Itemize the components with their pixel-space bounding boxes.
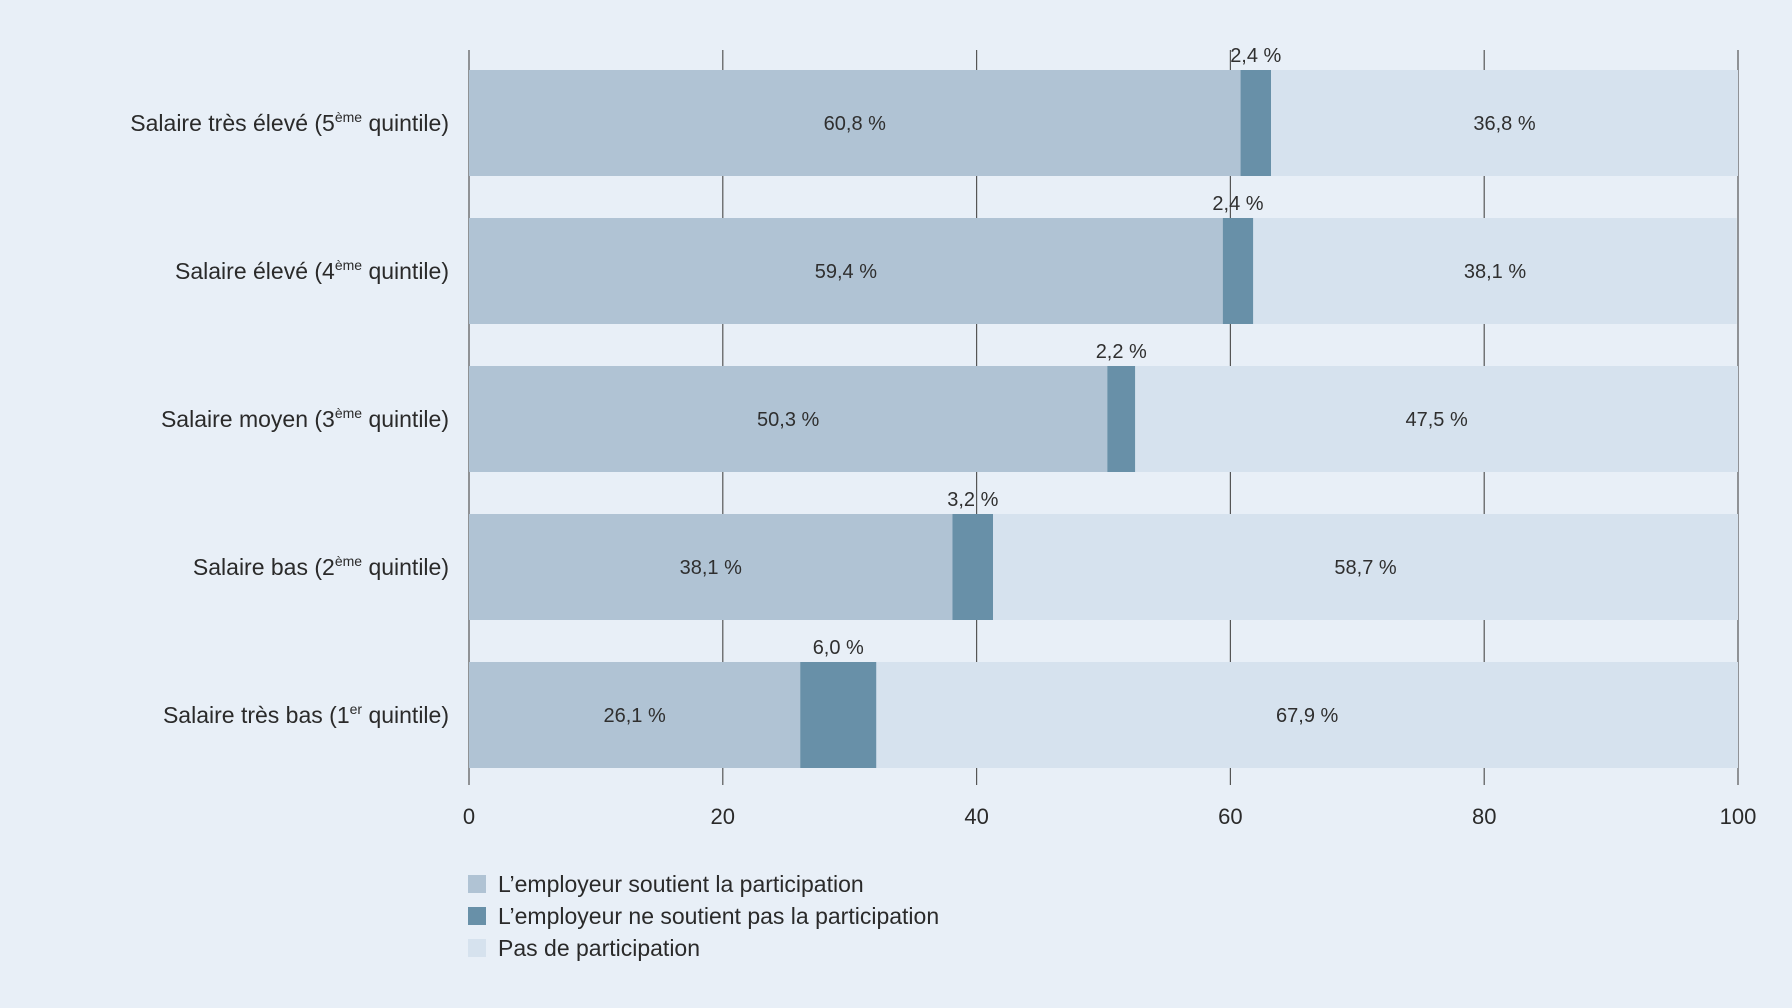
legend-swatch-3: [468, 939, 486, 957]
x-tick-label-60: 60: [1218, 804, 1242, 829]
x-tick-label-40: 40: [964, 804, 988, 829]
bar-3-series-1: [469, 366, 1108, 472]
data-label-4-series-2: 3,2 %: [947, 489, 998, 511]
x-tick-label-80: 80: [1472, 804, 1496, 829]
bar-3-series-2: [1107, 366, 1136, 472]
x-axis: 0 20 40 60 80 100: [463, 804, 1756, 829]
data-label-5-series-2: 6,0 %: [813, 637, 864, 659]
data-label-1-series-3: 36,8 %: [1473, 113, 1535, 135]
category-label-3: Salaire moyen (3ème quintile): [161, 405, 449, 432]
data-label-5-series-1: 26,1 %: [603, 705, 665, 727]
data-label-4-series-3: 58,7 %: [1334, 557, 1396, 579]
data-label-2-series-3: 38,1 %: [1464, 261, 1526, 283]
bar-layer: [469, 70, 1738, 768]
x-tick-label-100: 100: [1720, 804, 1757, 829]
bar-2-series-1: [469, 218, 1223, 324]
category-label-5: Salaire très bas (1er quintile): [163, 701, 449, 728]
data-label-3-series-1: 50,3 %: [757, 409, 819, 431]
bar-4-series-1: [469, 514, 953, 620]
bar-2-series-3: [1253, 218, 1737, 324]
legend-label-1: L’employeur soutient la participation: [498, 871, 864, 897]
data-label-5-series-3: 67,9 %: [1276, 705, 1338, 727]
category-label-4: Salaire bas (2ème quintile): [193, 553, 449, 580]
data-label-3-series-3: 47,5 %: [1405, 409, 1467, 431]
legend: L’employeur soutient la participation L’e…: [468, 871, 939, 961]
legend-label-2: L’employeur ne soutient pas la participa…: [498, 903, 939, 929]
data-label-2-series-1: 59,4 %: [815, 261, 877, 283]
data-label-1-series-1: 60,8 %: [824, 113, 886, 135]
bar-4-series-3: [993, 514, 1738, 620]
bar-4-series-2: [952, 514, 994, 620]
legend-label-3: Pas de participation: [498, 935, 700, 961]
legend-swatch-1: [468, 875, 486, 893]
data-label-4-series-1: 38,1 %: [680, 557, 742, 579]
bar-5-series-1: [469, 662, 801, 768]
bar-1-series-3: [1271, 70, 1738, 176]
data-label-1-series-2: 2,4 %: [1230, 45, 1281, 67]
category-label-2: Salaire élevé (4ème quintile): [175, 257, 449, 284]
x-tick-label-0: 0: [463, 804, 475, 829]
data-label-2-series-2: 2,4 %: [1212, 193, 1263, 215]
category-label-1: Salaire très élevé (5ème quintile): [130, 109, 449, 136]
label-layer: 60,8 % 2,4 % 36,8 % Salaire très élevé (5èm…: [130, 45, 1536, 728]
bar-5-series-2: [800, 662, 877, 768]
bar-5-series-3: [876, 662, 1738, 768]
bar-3-series-3: [1135, 366, 1738, 472]
bar-2-series-2: [1222, 218, 1254, 324]
x-tick-label-20: 20: [711, 804, 735, 829]
bar-1-series-2: [1240, 70, 1272, 176]
data-label-3-series-2: 2,2 %: [1096, 341, 1147, 363]
legend-swatch-2: [468, 907, 486, 925]
bar-1-series-1: [469, 70, 1241, 176]
